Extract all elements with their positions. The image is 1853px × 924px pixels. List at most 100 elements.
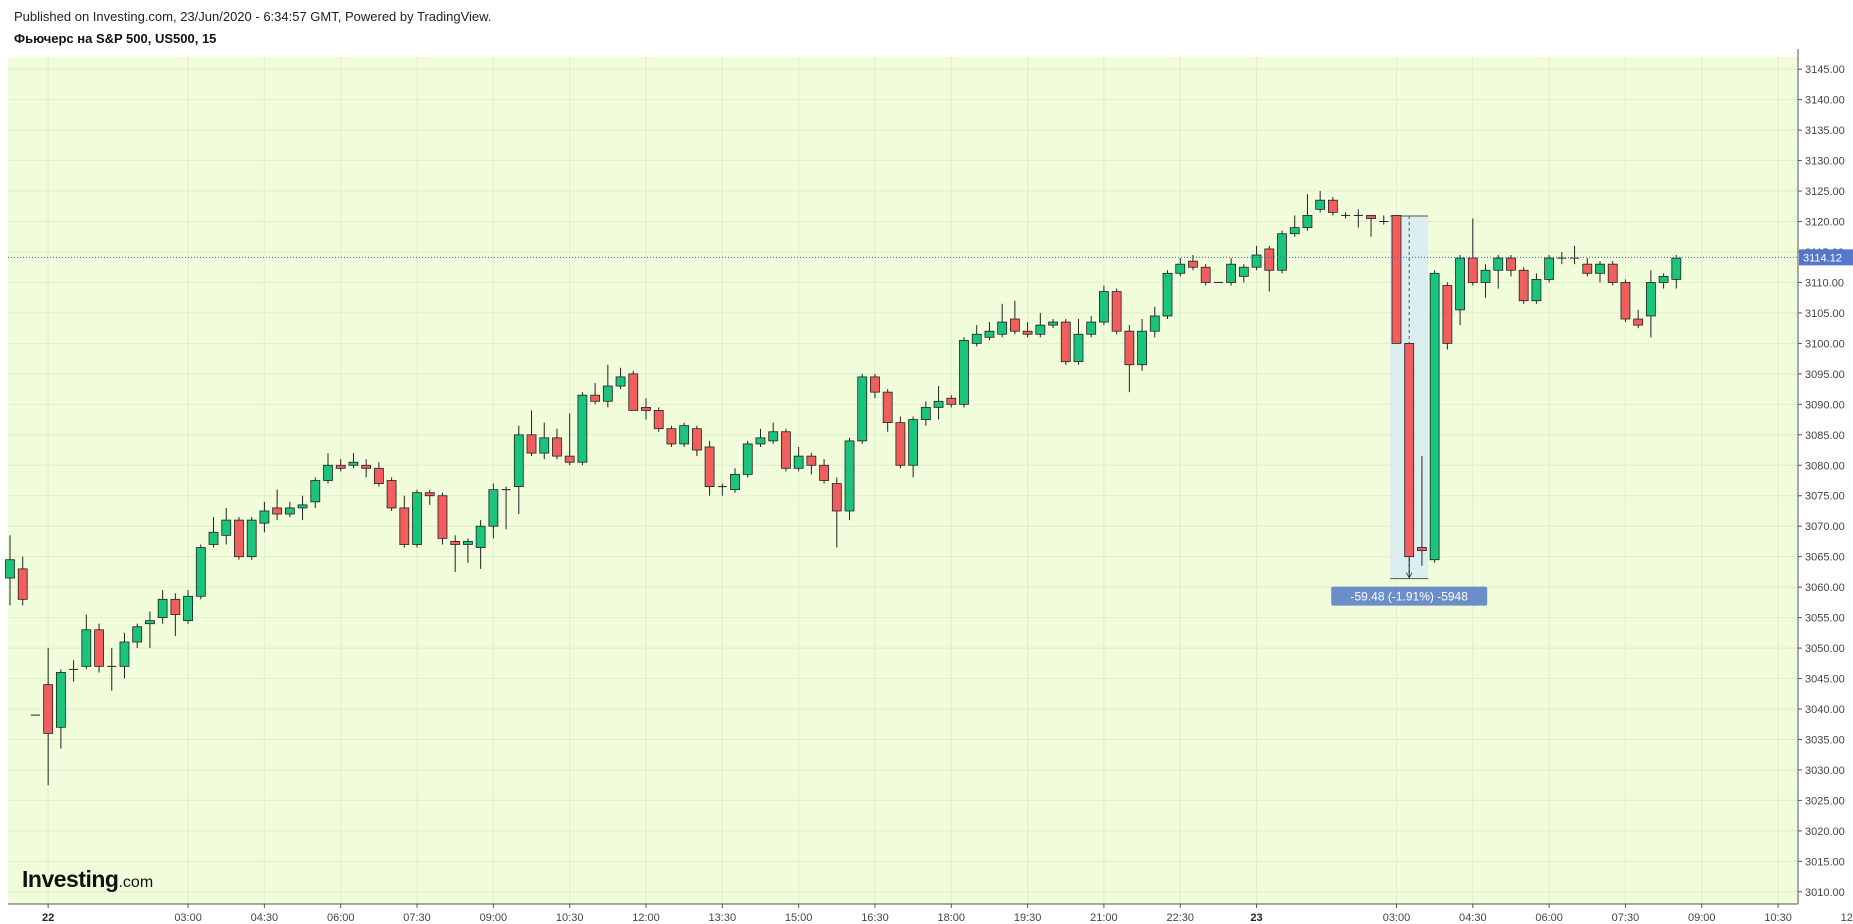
candle [1480,264,1491,298]
candle-body [844,440,855,512]
candle [730,468,740,493]
candle [971,325,982,347]
time-axis[interactable]: 22 03:00 04:30 06:00 07:30 09:00 10:30 12:00 13:… [8,903,1853,924]
candle [717,483,727,496]
candle-body [361,464,372,469]
candle [1595,261,1605,283]
candle [361,459,372,478]
candle [768,422,779,444]
candle [552,428,562,460]
candle-body [17,568,28,600]
candle [1633,309,1644,329]
price-tick-label: 3025.00 [1805,795,1845,807]
candle [882,389,893,432]
candle-body [1302,215,1313,229]
candle [259,501,270,533]
candle-body [1531,279,1542,302]
candle-body [1429,272,1440,561]
candle-body [1149,315,1160,332]
price-tick-label: 3015.00 [1805,856,1845,868]
candle [933,386,944,420]
time-tick-label: 16:30 [861,912,889,924]
price-tick-label: 3080.00 [1805,460,1845,472]
candle [43,648,54,786]
chart-header: Published on Investing.com, 23/Jun/2020 … [14,8,491,48]
candle-body [1251,254,1262,268]
candle [94,623,104,673]
candle-body [1658,275,1669,283]
candle [564,413,575,466]
candle [335,459,346,472]
candle-body [1086,321,1097,335]
candle [1455,255,1465,326]
candle-body [1467,257,1478,283]
candle [1518,267,1529,304]
candle-body [157,598,168,619]
candle [437,492,448,545]
candle-body [1099,291,1109,323]
candle-body [310,480,321,503]
candle [69,660,79,682]
candle [1251,245,1262,271]
candle-body [742,443,753,475]
price-tick-label: 3090.00 [1805,399,1845,411]
candle [831,477,842,548]
candle-body [513,434,524,487]
time-tick-label: 13:30 [709,912,737,924]
candle-body [5,559,15,579]
candle-body [1289,227,1300,235]
candle [1188,255,1198,271]
candle [1429,270,1440,563]
candle-body [1595,263,1605,274]
price-tick-label: 3055.00 [1805,613,1845,625]
candle-body [564,455,575,463]
candle-body [577,394,588,463]
candle [145,611,155,649]
candle-body [819,464,829,481]
candles [5,191,1682,786]
time-tick-label: 06:00 [327,912,355,924]
price-tick-label: 3135.00 [1805,125,1845,137]
price-tick-label: 3050.00 [1805,643,1845,655]
candle [1379,215,1389,225]
logo-domain: .com [118,874,154,891]
candle [1417,456,1427,566]
candle-body [895,422,906,466]
candle-body [437,495,448,539]
candle [959,337,969,408]
candle-body [1417,547,1427,551]
candle [653,407,664,432]
candle-body [1073,333,1084,363]
time-tick-label: 10:30 [556,912,584,924]
candle-body [666,428,677,445]
candle [119,632,130,679]
candle-body [806,455,817,466]
time-tick-label: 23 [1250,912,1262,924]
price-tick-label: 3110.00 [1805,277,1844,289]
candle-body [768,431,779,442]
candle-body [1048,321,1058,326]
candle [1238,264,1249,283]
candle-body [183,595,193,622]
measure-label-bg [1331,586,1488,606]
candle-body [1518,269,1529,302]
candle-body [1493,257,1504,271]
candle-body [399,507,410,545]
candle-body [526,434,537,454]
time-tick-label: 03:00 [174,912,202,924]
candle-body [602,385,613,402]
candle [501,486,511,530]
candle [1226,258,1237,286]
candle [424,489,435,505]
candle [132,623,143,649]
candle [1149,306,1160,338]
candle-body [1315,199,1326,210]
price-tick-label: 3030.00 [1805,765,1845,777]
candle [1048,319,1058,329]
price-axis[interactable]: 3010.00 3015.00 3020.00 3025.00 3030.00 3035.… [1797,49,1853,904]
candle-body [463,541,473,545]
candle-body [246,519,257,558]
candle [1353,209,1363,228]
time-tick-label: 06:00 [1535,912,1563,924]
